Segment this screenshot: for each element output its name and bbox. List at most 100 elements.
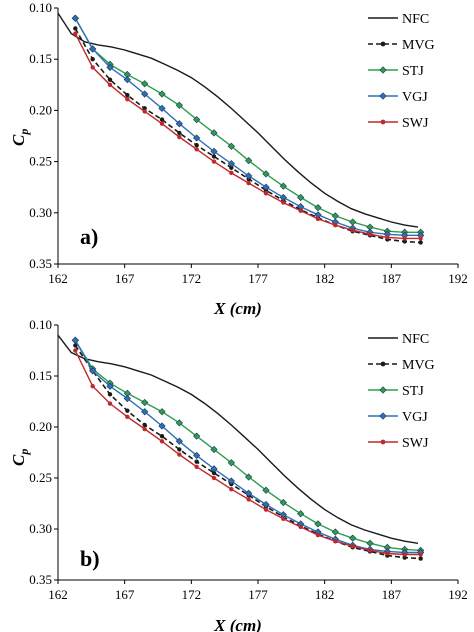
series-line-stj <box>74 339 421 552</box>
legend-marker-swj <box>380 439 386 445</box>
data-point-swj <box>73 31 78 36</box>
data-point-stj <box>297 193 305 202</box>
data-point-mvg <box>125 92 130 98</box>
data-point-mvg <box>142 422 147 428</box>
x-tick-label: 162 <box>48 587 68 602</box>
data-point-mvg <box>194 459 199 464</box>
data-point-mvg <box>107 392 113 397</box>
data-point-swj <box>125 96 130 102</box>
data-point-stj <box>245 156 253 165</box>
data-point-stj <box>366 539 374 547</box>
data-point-swj <box>107 401 113 406</box>
x-tick-label: 172 <box>182 587 202 602</box>
data-point-swj <box>315 216 321 222</box>
data-point-vgj <box>141 408 149 416</box>
chart-panel-b: 162 167 172 177 182 187 192 0.10 0.15 0.20 0.25 0.3… <box>9 317 468 632</box>
y-tick-label: 0.10 <box>29 0 52 15</box>
x-tick-label: 192 <box>448 587 468 602</box>
data-point-stj <box>279 498 287 507</box>
data-point-vgj <box>227 160 235 168</box>
plot-area <box>58 334 425 561</box>
data-point-vgj <box>123 394 131 403</box>
data-point-swj <box>367 548 373 553</box>
legend-label-stj: STJ <box>402 64 424 79</box>
data-point-swj <box>367 232 373 237</box>
legend-marker-vgj <box>379 92 387 100</box>
data-point-swj <box>90 384 95 389</box>
data-point-swj <box>333 539 338 544</box>
data-point-vgj <box>193 134 201 142</box>
y-tick-label: 0.30 <box>29 521 52 536</box>
x-tick-label: 182 <box>315 271 335 286</box>
data-point-mvg <box>211 470 217 476</box>
legend-marker-vgj <box>379 412 387 420</box>
y-axis-label-main: C <box>9 134 28 146</box>
data-point-mvg <box>177 447 182 452</box>
data-point-swj <box>418 236 423 241</box>
data-point-stj <box>210 445 218 454</box>
data-point-stj <box>245 473 253 481</box>
data-point-swj <box>315 532 321 538</box>
data-point-swj <box>263 507 269 512</box>
data-point-mvg <box>142 106 147 111</box>
y-tick-label: 0.20 <box>29 102 52 117</box>
data-point-vgj <box>210 147 218 155</box>
legend-marker-mvg <box>380 361 386 367</box>
data-point-stj <box>262 170 270 178</box>
data-point-vgj <box>175 437 183 445</box>
data-point-stj <box>279 182 287 190</box>
data-point-vgj <box>89 367 97 375</box>
data-point-vgj <box>89 45 97 53</box>
y-tick-label: 0.15 <box>29 368 52 383</box>
data-point-stj <box>210 129 218 137</box>
data-point-swj <box>385 551 390 556</box>
data-point-mvg <box>211 154 217 159</box>
legend-marker-swj <box>380 119 386 125</box>
data-point-vgj <box>123 76 131 84</box>
data-point-swj <box>281 516 286 521</box>
legend-marker-stj <box>379 66 387 74</box>
panel-label: a) <box>80 224 98 249</box>
data-point-swj <box>229 487 234 492</box>
data-point-swj <box>350 228 355 233</box>
y-tick-label: 0.25 <box>29 154 52 169</box>
y-tick-label: 0.10 <box>29 317 52 332</box>
x-axis-label: X (cm) <box>213 299 262 318</box>
x-tick-label: 167 <box>115 271 135 286</box>
x-axis-label: X (cm) <box>213 616 262 632</box>
data-point-swj <box>90 65 95 70</box>
legend-label-swj: SWJ <box>402 436 429 451</box>
data-point-vgj <box>210 465 218 473</box>
data-point-swj <box>263 191 269 196</box>
data-point-stj <box>227 459 235 467</box>
x-tick-label: 172 <box>182 271 202 286</box>
series-line-swj <box>74 350 421 556</box>
data-point-swj <box>211 159 217 164</box>
data-point-swj <box>211 475 217 481</box>
data-point-stj <box>141 398 149 407</box>
legend-label-mvg: MVG <box>402 38 435 53</box>
y-tick-label: 0.30 <box>29 205 52 220</box>
series-line-vgj <box>74 339 421 554</box>
data-point-vgj <box>227 477 235 485</box>
data-point-mvg <box>418 240 423 245</box>
series-line-swj <box>74 33 421 240</box>
data-point-vgj <box>141 90 149 98</box>
legend-marker-stj <box>379 386 387 394</box>
data-point-vgj <box>245 489 253 497</box>
data-point-swj <box>142 426 147 432</box>
data-point-swj <box>402 236 407 241</box>
data-point-swj <box>402 552 407 557</box>
data-point-mvg <box>402 239 407 244</box>
data-point-vgj <box>193 451 201 460</box>
data-point-swj <box>73 348 78 353</box>
data-point-swj <box>159 439 165 444</box>
y-tick-label: 0.35 <box>29 572 52 587</box>
legend-label-stj: STJ <box>402 384 424 399</box>
data-point-mvg <box>125 408 130 413</box>
y-axis-label-subscript: p <box>17 129 31 136</box>
y-tick-label: 0.20 <box>29 419 52 434</box>
data-point-stj <box>349 534 357 542</box>
data-point-swj <box>298 208 303 213</box>
